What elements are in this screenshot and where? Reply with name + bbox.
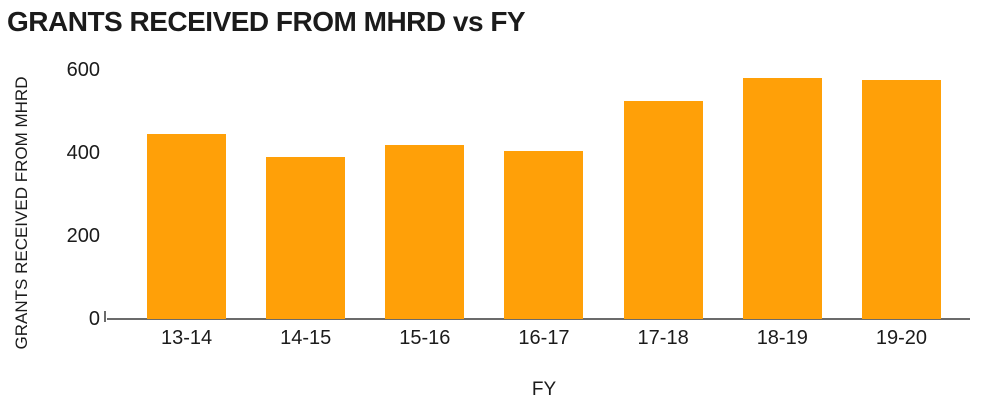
y-tick-400: 400: [66, 142, 100, 164]
y-axis-zero-tick: [104, 311, 106, 322]
bar-slot-14-15: [246, 70, 365, 319]
bar-16-17[interactable]: [504, 150, 584, 319]
x-axis-line: [107, 318, 970, 320]
bar-15-16[interactable]: [385, 144, 465, 319]
x-tick-16-17: 16-17: [518, 327, 570, 349]
bar-slot-18-19: [723, 70, 842, 319]
bars-row: [127, 70, 961, 319]
y-tick-600: 600: [66, 59, 100, 81]
x-axis-title: FY: [531, 379, 557, 400]
bar-slot-15-16: [365, 70, 484, 319]
bar-slot-16-17: [484, 70, 603, 319]
bar-13-14[interactable]: [147, 134, 227, 319]
chart-title: GRANTS RECEIVED FROM MHRD vs FY: [7, 6, 526, 37]
x-axis-tick-labels: 13-14 14-15 15-16 16-17 17-18 18-19 19-20: [127, 327, 961, 350]
bar-slot-19-20: [842, 70, 961, 319]
bar-18-19[interactable]: [742, 78, 822, 319]
x-tick-13-14: 13-14: [160, 327, 213, 349]
x-tick-15-16: 15-16: [399, 327, 451, 349]
bar-19-20[interactable]: [861, 80, 941, 319]
bar-slot-13-14: [127, 70, 246, 319]
x-tick-19-20: 19-20: [875, 327, 927, 349]
bar-17-18[interactable]: [623, 101, 703, 319]
x-tick-14-15: 14-15: [280, 327, 332, 349]
y-tick-0: 0: [88, 308, 100, 330]
x-tick-17-18: 17-18: [637, 327, 689, 349]
x-tick-18-19: 18-19: [756, 327, 808, 349]
bar-14-15[interactable]: [266, 157, 346, 319]
bar-slot-17-18: [604, 70, 723, 319]
y-tick-200: 200: [66, 225, 100, 247]
